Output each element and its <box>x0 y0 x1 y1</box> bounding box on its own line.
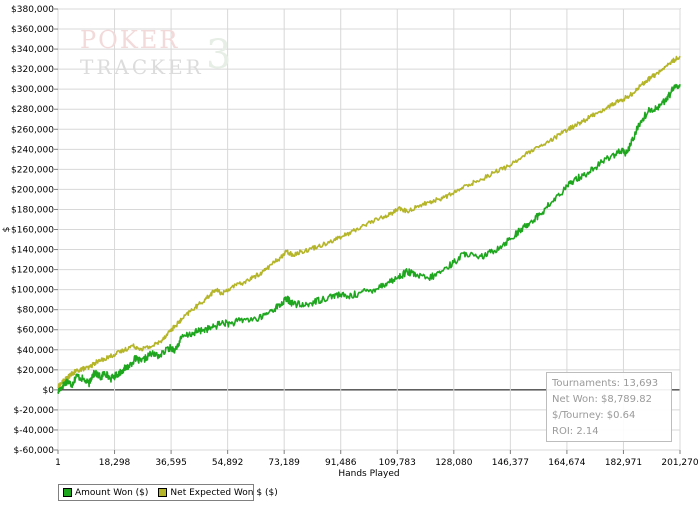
x-tick-label: 1 <box>55 458 61 468</box>
x-tick-label: 36,595 <box>155 458 187 468</box>
axis-ticks <box>54 8 681 454</box>
x-tick-label: 54,892 <box>212 458 244 468</box>
legend-label-net-expected: Net Expected Won $ ($) <box>170 487 278 498</box>
y-tick-label: $320,000 <box>11 65 54 75</box>
y-tick-label: $-60,000 <box>14 446 55 456</box>
stats-roi: ROI: 2.14 <box>552 426 599 437</box>
x-tick-label: 146,377 <box>492 458 529 468</box>
y-tick-label: $-20,000 <box>14 406 55 416</box>
y-tick-label: $380,000 <box>11 5 54 15</box>
stats-box: Tournaments: 13,693 Net Won: $8,789.82 $… <box>546 372 672 442</box>
y-tick-label: $360,000 <box>11 25 54 35</box>
x-tick-label: 73,189 <box>268 458 300 468</box>
legend-swatch-amount-won <box>63 488 72 497</box>
stats-per-tourney: $/Tourney: $0.64 <box>552 410 636 421</box>
chart-legend: Amount Won ($) Net Expected Won $ ($) <box>58 484 278 501</box>
y-tick-label: $0 <box>43 386 55 396</box>
x-tick-label: 164,674 <box>548 458 585 468</box>
stats-net-won: Net Won: $8,789.82 <box>552 394 652 405</box>
x-axis-title: Hands Played <box>338 469 399 479</box>
y-axis-title: $ <box>2 227 12 233</box>
y-tick-label: $220,000 <box>11 165 54 175</box>
y-tick-label: $-40,000 <box>14 426 55 436</box>
series-line-net-expected <box>57 55 681 389</box>
y-tick-label: $340,000 <box>11 45 54 55</box>
x-tick-label: 128,080 <box>435 458 472 468</box>
y-tick-label: $300,000 <box>11 85 54 95</box>
grid-lines <box>57 8 681 451</box>
x-tick-label: 91,486 <box>325 458 357 468</box>
series-line-amount-won <box>57 83 681 395</box>
watermark-line2: TRACKER <box>80 55 204 79</box>
legend-label-amount-won: Amount Won ($) <box>75 487 149 498</box>
y-tick-label: $20,000 <box>17 366 54 376</box>
y-tick-label: $80,000 <box>17 306 54 316</box>
legend-item-net-expected: Net Expected Won $ ($) <box>158 487 278 498</box>
y-tick-label: $100,000 <box>11 286 54 296</box>
pokertracker-watermark-logo: POKER TRACKER 3 <box>80 26 231 79</box>
y-tick-label: $260,000 <box>11 125 54 135</box>
y-tick-label: $120,000 <box>11 266 54 276</box>
y-tick-label: $160,000 <box>11 226 54 236</box>
stats-tournaments: Tournaments: 13,693 <box>552 378 659 389</box>
series-lines <box>57 55 681 395</box>
y-tick-label: $280,000 <box>11 105 54 115</box>
y-tick-label: $180,000 <box>11 205 54 215</box>
y-tick-label: $60,000 <box>17 326 54 336</box>
y-tick-label: $240,000 <box>11 145 54 155</box>
x-tick-label: 182,971 <box>605 458 642 468</box>
axis-labels: $-60,000 $-40,000 $-20,000 $0 $20,000 $40,000… <box>11 5 699 468</box>
legend-swatch-net-expected <box>158 488 168 497</box>
legend-item-amount-won: Amount Won ($) <box>63 488 148 498</box>
watermark-version: 3 <box>206 32 231 78</box>
x-tick-label: 109,783 <box>379 458 416 468</box>
y-tick-label: $200,000 <box>11 185 54 195</box>
y-tick-label: $140,000 <box>11 246 54 256</box>
x-tick-label: 201,270 <box>661 458 698 468</box>
y-tick-label: $40,000 <box>17 346 54 356</box>
x-tick-label: 18,298 <box>99 458 131 468</box>
watermark-line1: POKER <box>80 26 179 54</box>
